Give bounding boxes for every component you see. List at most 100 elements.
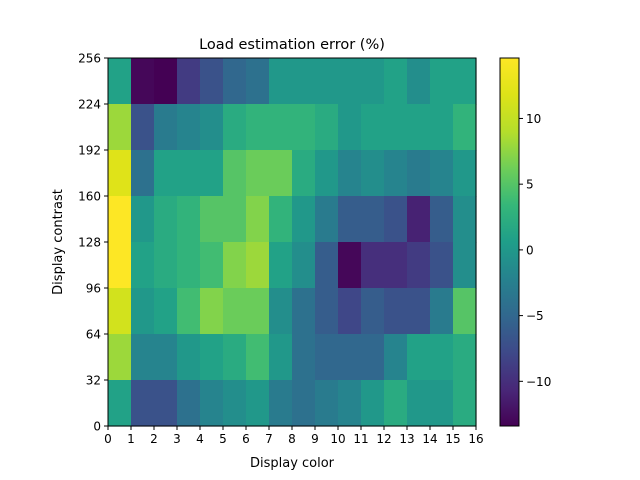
heatmap-cell — [292, 150, 316, 197]
heatmap-cell — [108, 242, 132, 289]
heatmap-cell — [246, 380, 270, 427]
heatmap-cell — [246, 104, 270, 151]
heatmap-cell — [108, 58, 132, 105]
y-tick-label: 96 — [86, 282, 101, 296]
y-tick-label: 64 — [86, 328, 101, 342]
colorbar-tick-label: −10 — [526, 375, 551, 389]
x-axis-ticks: 0 1 2 3 4 5 6 7 8 9 10 11 12 13 14 15 16 — [104, 426, 484, 446]
heatmap-cell — [246, 242, 270, 289]
heatmap-cell — [407, 380, 431, 427]
heatmap-cell — [223, 242, 247, 289]
heatmap-cell — [177, 288, 201, 335]
x-axis-label: Display color — [250, 456, 335, 471]
heatmap-cell — [315, 380, 339, 427]
heatmap-cell — [338, 150, 362, 197]
heatmap-cell — [407, 334, 431, 381]
heatmap-cell — [108, 288, 132, 335]
heatmap-cell — [361, 334, 385, 381]
heatmap-cell — [338, 334, 362, 381]
heatmap-cell — [177, 58, 201, 105]
heatmap-cell — [269, 150, 293, 197]
heatmap-cell — [292, 58, 316, 105]
heatmap-cell — [384, 334, 408, 381]
heatmap-cell — [154, 380, 178, 427]
heatmap-cell — [269, 288, 293, 335]
heatmap-cell — [108, 334, 132, 381]
heatmap-cell — [430, 288, 454, 335]
x-tick-label: 12 — [376, 432, 391, 446]
heatmap-cell — [131, 150, 155, 197]
y-tick-label: 0 — [93, 420, 101, 434]
heatmap-cell — [246, 150, 270, 197]
heatmap-cell — [384, 150, 408, 197]
x-tick-label: 13 — [399, 432, 414, 446]
colorbar-tick-label: 0 — [526, 243, 534, 257]
heatmap-cell — [131, 104, 155, 151]
x-tick-label: 10 — [330, 432, 345, 446]
heatmap-cell — [384, 380, 408, 427]
heatmap-cell — [384, 196, 408, 243]
heatmap-cell — [177, 242, 201, 289]
heatmap-cell — [200, 196, 224, 243]
heatmap-cell — [177, 104, 201, 151]
heatmap-cell — [430, 104, 454, 151]
heatmap-cell — [384, 288, 408, 335]
heatmap-cell — [108, 150, 132, 197]
heatmap-cell — [453, 58, 477, 105]
x-tick-label: 1 — [127, 432, 135, 446]
heatmap-cell — [154, 242, 178, 289]
heatmap-cell — [430, 196, 454, 243]
heatmap-cell — [131, 196, 155, 243]
x-tick-label: 9 — [311, 432, 319, 446]
y-tick-label: 256 — [78, 52, 101, 66]
heatmap-cell — [200, 58, 224, 105]
heatmap-cells — [108, 58, 477, 427]
heatmap-cell — [338, 104, 362, 151]
heatmap-cell — [315, 196, 339, 243]
heatmap-cell — [384, 58, 408, 105]
heatmap-cell — [131, 242, 155, 289]
x-tick-label: 7 — [265, 432, 273, 446]
heatmap-cell — [154, 288, 178, 335]
x-tick-label: 3 — [173, 432, 181, 446]
heatmap-cell — [246, 196, 270, 243]
heatmap-cell — [361, 288, 385, 335]
heatmap-cell — [200, 104, 224, 151]
x-tick-label: 5 — [219, 432, 227, 446]
heatmap-cell — [407, 288, 431, 335]
heatmap-cell — [407, 58, 431, 105]
heatmap-cell — [269, 58, 293, 105]
y-tick-label: 128 — [78, 236, 101, 250]
heatmap-cell — [200, 380, 224, 427]
x-tick-label: 0 — [104, 432, 112, 446]
x-tick-label: 16 — [468, 432, 483, 446]
heatmap-cell — [315, 242, 339, 289]
heatmap-cell — [246, 334, 270, 381]
heatmap-cell — [269, 104, 293, 151]
heatmap-cell — [430, 334, 454, 381]
heatmap-cell — [223, 104, 247, 151]
heatmap-cell — [269, 380, 293, 427]
heatmap-cell — [223, 150, 247, 197]
heatmap-cell — [453, 196, 477, 243]
heatmap-cell — [430, 242, 454, 289]
x-tick-label: 14 — [422, 432, 437, 446]
heatmap-cell — [453, 288, 477, 335]
heatmap-cell — [315, 104, 339, 151]
heatmap-cell — [292, 104, 316, 151]
heatmap-cell — [384, 104, 408, 151]
heatmap-cell — [430, 58, 454, 105]
heatmap-cell — [131, 380, 155, 427]
heatmap-cell — [292, 242, 316, 289]
heatmap-cell — [407, 150, 431, 197]
heatmap-cell — [223, 288, 247, 335]
x-tick-label: 8 — [288, 432, 296, 446]
y-axis-ticks: 0 32 64 96 128 160 192 224 256 — [78, 52, 108, 434]
heatmap-cell — [177, 380, 201, 427]
heatmap-cell — [315, 334, 339, 381]
heatmap-cell — [154, 150, 178, 197]
colorbar-ticks: −10 −5 0 5 10 — [519, 112, 551, 389]
heatmap-cell — [154, 196, 178, 243]
heatmap-cell — [338, 288, 362, 335]
